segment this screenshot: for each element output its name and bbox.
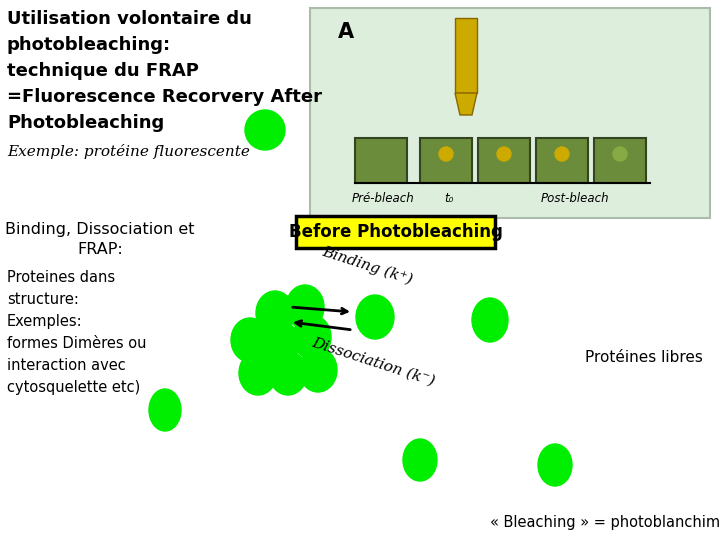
Text: Protéines libres: Protéines libres [585, 350, 703, 366]
Text: Post-bleach: Post-bleach [541, 192, 609, 205]
Ellipse shape [613, 147, 627, 161]
Text: technique du FRAP: technique du FRAP [7, 62, 199, 80]
Ellipse shape [403, 439, 437, 481]
Ellipse shape [538, 444, 572, 486]
Text: Pré-bleach: Pré-bleach [351, 192, 415, 205]
Ellipse shape [439, 147, 453, 161]
FancyBboxPatch shape [420, 138, 472, 183]
Text: A: A [338, 22, 354, 42]
Ellipse shape [269, 351, 307, 395]
Text: photobleaching:: photobleaching: [7, 36, 171, 54]
Ellipse shape [356, 295, 394, 339]
Text: Exemple: protéine fluorescente: Exemple: protéine fluorescente [7, 144, 250, 159]
Text: cytosquelette etc): cytosquelette etc) [7, 380, 140, 395]
Text: =Fluorescence Recorvery After: =Fluorescence Recorvery After [7, 88, 322, 106]
Text: structure:: structure: [7, 292, 79, 307]
Ellipse shape [286, 285, 324, 329]
Text: Exemples:: Exemples: [7, 314, 83, 329]
Text: Binding, Dissociation et: Binding, Dissociation et [5, 222, 194, 237]
FancyBboxPatch shape [310, 8, 710, 218]
Ellipse shape [293, 315, 331, 359]
Ellipse shape [555, 147, 569, 161]
Text: Dissociation (k⁻): Dissociation (k⁻) [310, 335, 436, 388]
Ellipse shape [245, 110, 285, 150]
Ellipse shape [497, 147, 511, 161]
Text: Photobleaching: Photobleaching [7, 114, 164, 132]
Ellipse shape [256, 291, 294, 335]
Ellipse shape [231, 318, 269, 362]
Ellipse shape [472, 298, 508, 342]
FancyBboxPatch shape [594, 138, 646, 183]
Text: t₀: t₀ [444, 192, 454, 205]
Text: formes Dimères ou: formes Dimères ou [7, 336, 146, 351]
FancyBboxPatch shape [536, 138, 588, 183]
Text: Utilisation volontaire du: Utilisation volontaire du [7, 10, 252, 28]
Ellipse shape [299, 348, 337, 392]
Ellipse shape [239, 351, 277, 395]
Text: Before Photobleaching: Before Photobleaching [289, 223, 503, 241]
FancyBboxPatch shape [355, 138, 407, 183]
FancyBboxPatch shape [478, 138, 530, 183]
Polygon shape [455, 93, 477, 115]
FancyBboxPatch shape [296, 216, 495, 248]
Text: Binding (k⁺): Binding (k⁺) [320, 244, 414, 287]
Text: Proteines dans: Proteines dans [7, 270, 115, 285]
FancyBboxPatch shape [455, 18, 477, 93]
Ellipse shape [261, 321, 299, 365]
Text: interaction avec: interaction avec [7, 358, 126, 373]
Ellipse shape [149, 389, 181, 431]
Text: FRAP:: FRAP: [77, 242, 123, 257]
Text: « Bleaching » = photoblanchimen: « Bleaching » = photoblanchimen [490, 515, 720, 530]
